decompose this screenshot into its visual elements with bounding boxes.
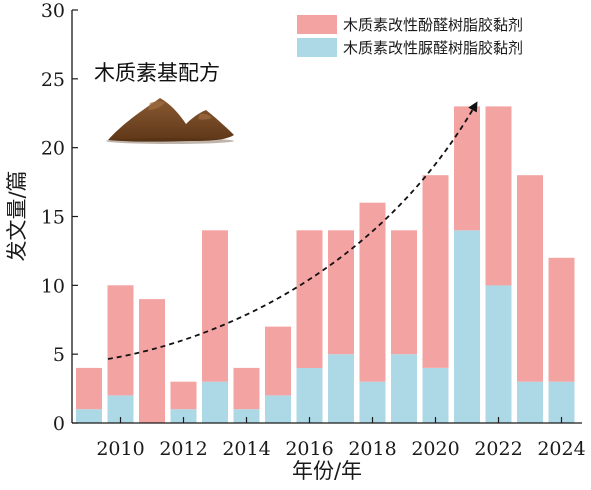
bar-segment-urea-2020 — [422, 367, 449, 423]
bar-segment-urea-2022 — [485, 285, 512, 423]
bar-segment-phenolic-2010 — [107, 285, 134, 396]
x-tick-label-2014: 2014 — [222, 438, 270, 460]
bar-segment-urea-2024 — [548, 381, 575, 423]
bar-segment-phenolic-2018 — [359, 202, 386, 382]
bar-segment-urea-2009 — [76, 409, 102, 423]
bar-segment-phenolic-2024 — [548, 257, 575, 382]
bar-segment-phenolic-2009 — [76, 367, 102, 410]
bar-segment-phenolic-2013 — [202, 230, 228, 382]
x-tick-label-2018: 2018 — [348, 438, 396, 460]
x-axis-label: 年份/年 — [292, 459, 362, 483]
bar-segment-urea-2016 — [296, 367, 323, 423]
bars-layer — [76, 106, 575, 423]
y-tick-label-20: 20 — [41, 138, 65, 160]
legend-label-phenolic: 木质素改性酚醛树脂胶黏剂 — [343, 16, 523, 34]
legend-swatch-urea — [297, 38, 337, 57]
bar-segment-urea-2014 — [233, 409, 260, 423]
bar-segment-phenolic-2017 — [328, 230, 354, 355]
x-tick-label-2020: 2020 — [411, 438, 459, 460]
bar-segment-phenolic-2011 — [139, 299, 165, 423]
bar-segment-urea-2019 — [391, 354, 417, 423]
legend-label-urea: 木质素改性脲醛树脂胶黏剂 — [343, 39, 523, 57]
bar-segment-urea-2013 — [202, 381, 228, 423]
lignin-powder-pile — [106, 98, 234, 144]
x-tick-label-2010: 2010 — [96, 438, 144, 460]
y-tick-label-10: 10 — [41, 275, 65, 297]
bar-segment-phenolic-2023 — [517, 175, 543, 382]
bar-segment-urea-2015 — [265, 395, 291, 423]
x-tick-label-2016: 2016 — [285, 438, 333, 460]
bar-segment-phenolic-2019 — [391, 230, 417, 355]
x-tick-label-2022: 2022 — [474, 438, 522, 460]
bar-segment-phenolic-2012 — [170, 381, 197, 410]
growth-trend-arrow — [107, 101, 478, 360]
y-tick-label-5: 5 — [53, 344, 65, 366]
x-tick-label-2012: 2012 — [159, 438, 207, 460]
x-tick-label-2024: 2024 — [537, 438, 585, 460]
bar-segment-phenolic-2015 — [265, 326, 291, 396]
y-axis-label: 发文量/篇 — [5, 170, 29, 261]
legend-swatch-phenolic — [297, 15, 337, 34]
bar-segment-phenolic-2021 — [454, 106, 480, 231]
annotation-text: 木质素基配方 — [94, 61, 220, 85]
bar-segment-urea-2018 — [359, 381, 386, 423]
bar-segment-phenolic-2014 — [233, 367, 260, 410]
bar-segment-urea-2012 — [170, 409, 197, 423]
y-axis-ticks: 0 5 10 15 20 25 30 — [41, 0, 78, 435]
y-tick-label-0: 0 — [53, 413, 65, 435]
bar-segment-phenolic-2020 — [422, 175, 449, 368]
y-tick-label-25: 25 — [41, 69, 65, 91]
y-tick-label-30: 30 — [41, 0, 65, 22]
legend: 木质素改性酚醛树脂胶黏剂 木质素改性脲醛树脂胶黏剂 — [297, 15, 523, 57]
x-axis-ticks: 2010 2012 2014 2016 2018 2020 2022 2024 — [96, 417, 586, 460]
y-tick-label-15: 15 — [41, 207, 65, 229]
bar-segment-urea-2021 — [454, 230, 480, 423]
bar-segment-phenolic-2022 — [485, 106, 512, 286]
bar-segment-phenolic-2016 — [296, 230, 323, 368]
bar-segment-urea-2023 — [517, 381, 543, 423]
bar-segment-urea-2017 — [328, 354, 354, 423]
